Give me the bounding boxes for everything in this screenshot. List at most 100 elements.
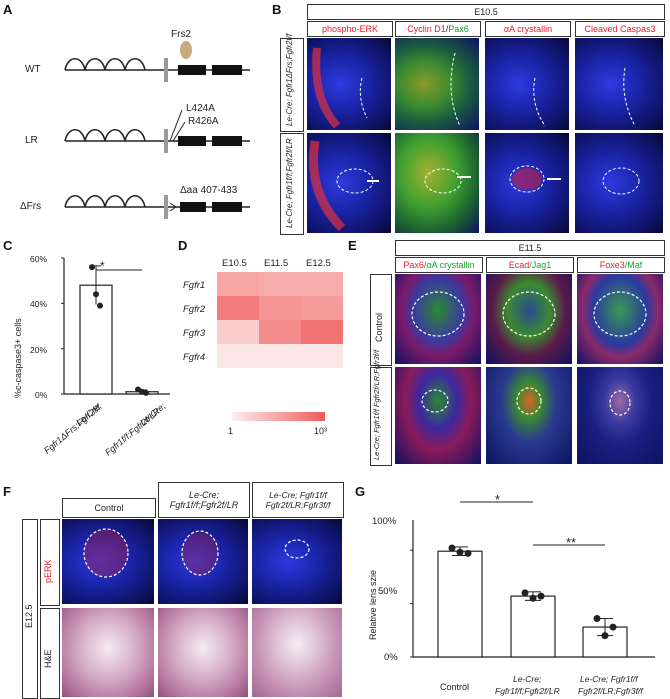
image-b-r2-crystallin [485,133,569,233]
data-point [448,544,456,552]
panel-g-sig1: * [495,492,501,507]
panel-c-ylabel: %c-caspase3+ cells [13,318,23,398]
row-dfrs-label: ΔFrs [20,201,42,212]
ecad-label: Ecad [508,260,530,270]
heatmap-row-fgfr3: Fgfr3 [183,328,206,339]
panel-g-x2a: Le-Cre; [513,674,542,684]
panel-b-row2-label [280,133,304,235]
panel-e-col1: Pax6/αA crystallin [395,257,483,273]
panel-c-ytick-40: 40% [30,299,48,309]
panel-e-row2-text: Le-Cre; Fgfr1f/f Fgfr2f/LR;Fgfr3f/f [372,349,381,460]
heatmap-cell [217,320,259,344]
expression-heatmap [217,272,343,368]
panel-b-stage-header: E10.5 [307,4,665,20]
image-e-r1-c1 [395,274,481,364]
mutation-r426a: R426A [188,116,219,127]
lens-size-bar-chart [410,501,655,658]
panel-c-sig: * [100,259,105,273]
panel-f-col2-a: Le-Cre; [188,490,219,500]
panel-e-row2-label [370,367,392,466]
panel-b-row1-text: Le-Cre; Fgfr1ΔFrs;Fgfr2f/f [285,33,294,126]
heatmap-col-e105: E10.5 [222,258,247,269]
data-point [537,592,545,600]
panel-g-x1: Control [440,682,470,692]
panel-e-col3: Foxe3/Maf [577,257,665,273]
panel-b-col-cyclind1: Cyclin D1/Pax6 [395,21,481,37]
panel-f-col2-b: Fgfr1f/f;Fgfr2f/LR [169,500,239,510]
heatmap-cell [259,344,301,368]
panel-c-ytick-60: 60% [30,254,48,264]
heatmap-cell [217,272,259,296]
panel-e-col2: Ecad/Jag1 [486,257,574,273]
maf-label: /Maf [624,260,643,270]
crystallin-e-label: /αA crystallin [423,260,475,270]
data-point [143,389,149,396]
image-e-r2-c1 [395,367,481,464]
caspase-bar-chart [61,257,170,396]
heatmap-col-e115: E11.5 [264,258,289,269]
bar [510,595,556,658]
image-e-r1-c2 [486,274,572,364]
panel-c-ytick-20: 20% [30,345,48,355]
panel-f-label: F [3,484,11,499]
panel-g-label: G [355,484,366,499]
image-b-r2-cyclin [395,133,479,233]
heatmap-cell [259,272,301,296]
data-point [521,589,529,597]
image-f-r2-c3 [252,608,342,697]
data-point [529,594,537,602]
data-point [456,548,464,556]
pax6-label: Pax6 [448,24,469,34]
heatmap-row-fgfr4: Fgfr4 [183,352,206,363]
panel-f-row1-text: pERK [43,559,53,583]
data-point [97,302,103,309]
heatmap-scale-max: 10³ [314,426,328,436]
image-b-r1-caspase [575,38,663,130]
heatmap-scale-bar [232,412,325,421]
image-e-r2-c2 [486,367,572,464]
panel-e-row1-label [370,274,392,366]
panel-g-x3a: Le-Cre; Fgfr1f/f [580,674,638,684]
separator: / [445,24,449,34]
panel-e-label: E [348,238,357,253]
heatmap-cell [301,272,343,296]
panel-b-col-perk: phospho-ERK [307,21,393,37]
heatmap-cell [259,320,301,344]
panel-g-ytick-0: 0% [384,652,398,663]
panel-f-col3-b: Fgfr2f/LR;Fgfr3f/f [265,500,331,510]
row-wt-label: WT [25,64,41,75]
heatmap-cell [301,320,343,344]
row-lr-label: LR [25,135,38,146]
image-b-r1-crystallin [485,38,569,130]
panel-f-col3-a: Le-Cre; Fgfr1f/f [269,490,327,500]
data-point [464,549,472,557]
image-f-r2-c2 [158,608,248,697]
panel-b-col-crystallin: αA crystallin [485,21,571,37]
panel-f-col1: Control [62,498,156,518]
panel-f-col3: Le-Cre; Fgfr1f/f Fgfr2f/LR;Fgfr3f/f [252,482,344,518]
data-point [601,632,609,640]
panel-e-stage-header: E11.5 [395,240,665,256]
panel-g-sig2: ** [566,535,577,550]
panel-f-row1-label [40,519,60,606]
cyclind1-label: Cyclin D1 [407,24,446,34]
image-b-r2-caspase [575,133,663,233]
image-f-r1-c3 [252,519,342,604]
panel-c-label: C [3,238,13,253]
mutation-l424a: L424A [186,103,215,114]
data-point [609,623,617,631]
image-b-r1-perk [307,38,391,130]
panel-b-col-caspase: Cleaved Caspas3 [575,21,665,37]
heatmap-cell [217,296,259,320]
image-e-r2-c3 [577,367,663,464]
panel-a-label: A [3,2,13,17]
frs2-label: Frs2 [171,29,191,40]
heatmap-cell [301,344,343,368]
panel-e-row1-text: Control [374,312,384,342]
jag1-label: /Jag1 [529,260,552,270]
panel-f-row2-text: H&E [43,649,53,668]
heatmap-row-fgfr1: Fgfr1 [183,280,206,291]
panel-b-row2-text: Le-Cre; Fgfr1f/f;Fgfr2f/LR [285,138,294,228]
heatmap-col-e125: E12.5 [306,258,331,269]
heatmap-scale-min: 1 [228,426,234,436]
